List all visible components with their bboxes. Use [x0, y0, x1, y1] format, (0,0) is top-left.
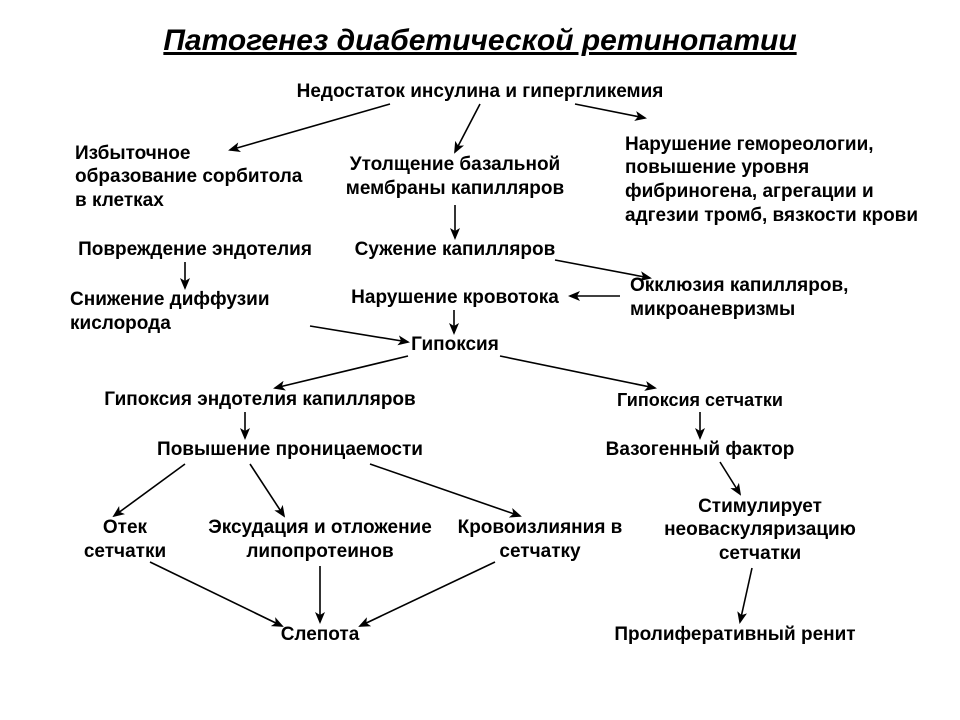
edge-1	[455, 104, 480, 152]
edge-13	[114, 464, 185, 516]
edges-layer	[0, 0, 960, 720]
node-blind: Слепота	[260, 623, 380, 647]
node-hemor: Нарушение гемореологии, повышение уровня…	[625, 133, 925, 228]
node-flow: Нарушение кровотока	[335, 286, 575, 310]
node-hemorrh: Кровоизлияния в сетчатку	[440, 516, 640, 564]
edge-17	[150, 562, 282, 626]
node-perm: Повышение проницаемости	[130, 438, 450, 462]
diagram-title: Патогенез диабетической ретинопатии	[80, 24, 880, 58]
node-endoth: Повреждение эндотелия	[70, 238, 320, 262]
node-exsud: Эксудация и отложение липопротеинов	[190, 516, 450, 564]
node-hypoxia: Гипоксия	[395, 333, 515, 357]
node-narrow: Сужение капилляров	[340, 238, 570, 262]
edge-9	[275, 356, 408, 388]
diagram-canvas: { "type": "flowchart", "background_color…	[0, 0, 960, 720]
edge-10	[500, 356, 655, 388]
edge-14	[250, 464, 284, 516]
node-sorbitol: Избыточное образование сорбитола в клетк…	[75, 142, 315, 213]
node-root: Недостаток инсулина и гипергликемия	[270, 80, 690, 104]
node-diffus: Снижение диффузии кислорода	[70, 288, 300, 336]
node-prolif: Пролиферативный ренит	[595, 623, 875, 647]
edge-7	[310, 326, 408, 342]
node-stim: Стимулирует неоваскуляризацию сетчатки	[640, 495, 880, 566]
edge-20	[740, 568, 752, 622]
node-vaso: Вазогенный фактор	[580, 438, 820, 462]
node-thicken: Утолщение базальной мембраны капилляров	[330, 153, 580, 201]
edge-16	[720, 462, 740, 494]
node-hyporet: Гипоксия сетчатки	[590, 389, 810, 412]
edge-15	[370, 464, 520, 516]
edge-2	[575, 104, 645, 118]
node-edema: Отек сетчатки	[65, 516, 185, 564]
node-occl: Окклюзия капилляров, микроаневризмы	[630, 274, 890, 322]
edge-19	[360, 562, 495, 626]
node-hypocap: Гипоксия эндотелия капилляров	[90, 388, 430, 412]
